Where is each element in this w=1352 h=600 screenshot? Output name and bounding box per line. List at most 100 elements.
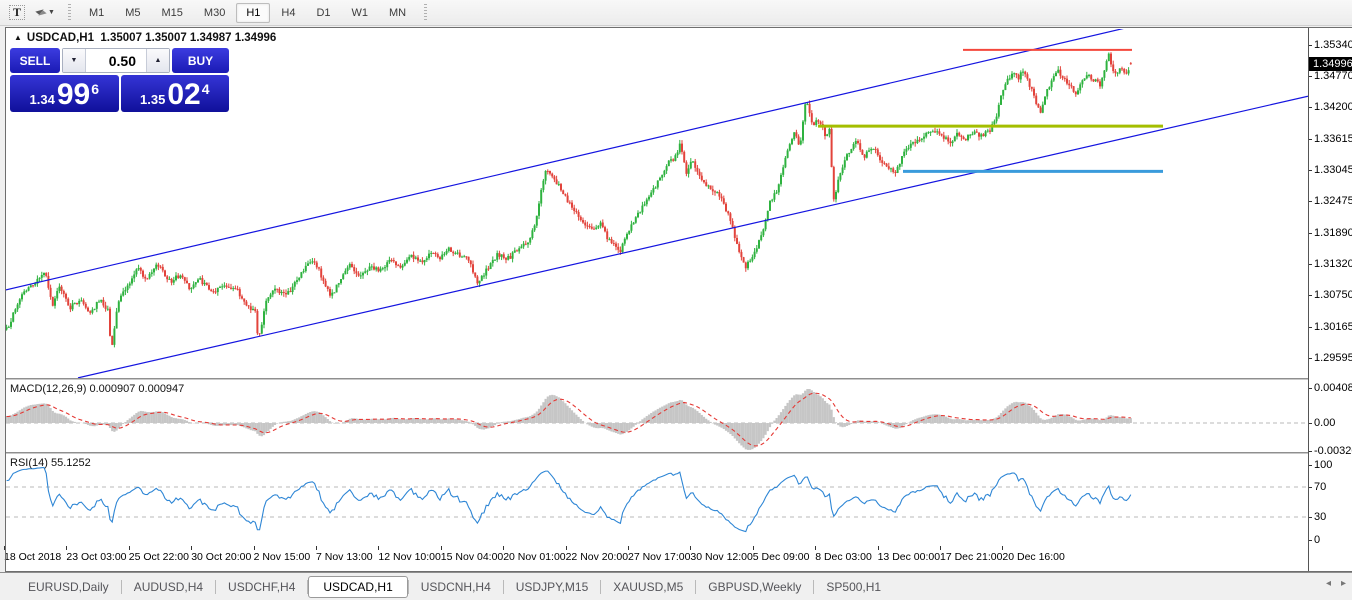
macd-panel-splitter[interactable] xyxy=(6,378,1308,381)
chart-tab-usdcnh-h4[interactable]: USDCNH,H4 xyxy=(420,579,491,594)
time-axis-tick xyxy=(66,546,68,550)
timeframe-button-mn[interactable]: MN xyxy=(389,6,407,19)
buy-price-box[interactable]: 1.35 02 4 xyxy=(120,75,229,112)
time-axis-tick xyxy=(378,546,380,550)
timeframe-button-h4[interactable]: H4 xyxy=(281,6,296,19)
chart-tab-audusd-h4[interactable]: AUDUSD,H4 xyxy=(133,579,204,594)
tab-separator xyxy=(813,579,815,594)
toolbar-grip xyxy=(424,3,428,22)
timeframe-button-m30[interactable]: M30 xyxy=(203,6,226,19)
time-axis-tick xyxy=(253,546,255,550)
time-axis-tick xyxy=(690,546,692,550)
macd-indicator-label: MACD(12,26,9) 0.000907 0.000947 xyxy=(10,383,185,395)
price-axis-tick xyxy=(1308,357,1312,359)
chart-tab-usdjpy-m15[interactable]: USDJPY,M15 xyxy=(515,579,589,594)
time-axis-label: 8 Dec 03:00 xyxy=(815,551,872,563)
timeframe-toolbar: T ▼ M1 M5 M15 M30 H1 H4 D1 W1 MN xyxy=(0,0,1352,26)
tab-separator xyxy=(307,579,309,594)
one-click-trading-panel: SELL ▼ 0.50 ▲ BUY 1.34 99 6 1.35 02 4 xyxy=(10,48,229,112)
rsi-axis-tick xyxy=(1308,487,1312,488)
time-axis-label: 30 Nov 12:00 xyxy=(690,551,753,563)
macd-axis-label: -0.003262 xyxy=(1314,444,1352,457)
tab-scroll-right-icon[interactable]: ▸ xyxy=(1340,578,1346,589)
price-axis-label: 1.34770 xyxy=(1314,70,1352,83)
upper-channel-line[interactable] xyxy=(0,28,1125,291)
sell-button[interactable]: SELL xyxy=(10,48,60,73)
chart-tab-eurusd-daily[interactable]: EURUSD,Daily xyxy=(28,579,109,594)
time-axis-tick xyxy=(503,546,505,550)
time-axis-label: 20 Dec 16:00 xyxy=(1002,551,1065,563)
volume-increase-button[interactable]: ▲ xyxy=(146,49,169,72)
rsi-axis-tick xyxy=(1308,539,1312,541)
chart-tab-gbpusd-weekly[interactable]: GBPUSD,Weekly xyxy=(708,579,802,594)
price-axis-border xyxy=(1308,28,1309,571)
buy-button[interactable]: BUY xyxy=(172,48,229,73)
price-axis-tick xyxy=(1308,76,1312,78)
time-axis-tick xyxy=(191,546,193,550)
time-axis-label: 23 Oct 03:00 xyxy=(66,551,127,563)
rsi-panel-splitter[interactable] xyxy=(6,452,1308,455)
price-axis-tick xyxy=(1308,201,1312,203)
price-axis-label: 1.33615 xyxy=(1314,132,1352,145)
time-axis-tick xyxy=(4,546,5,550)
chart-tab-usdchf-h4[interactable]: USDCHF,H4 xyxy=(228,579,296,594)
main-price-panel[interactable] xyxy=(0,28,1308,378)
chart-title: ▲ USDCAD,H1 1.35007 1.35007 1.34987 1.349… xyxy=(14,32,277,44)
chart-background[interactable] xyxy=(6,28,1352,571)
volume-decrease-button[interactable]: ▼ xyxy=(63,49,86,72)
time-axis-label: 25 Oct 22:00 xyxy=(128,551,189,563)
price-axis-label: 1.30165 xyxy=(1314,320,1352,333)
price-axis-tick xyxy=(1308,326,1312,328)
time-axis-tick xyxy=(877,546,879,550)
price-axis-label: 1.35340 xyxy=(1314,39,1352,51)
lower-channel-line[interactable] xyxy=(77,95,1308,378)
timeframe-button-w1[interactable]: W1 xyxy=(351,6,369,19)
tab-scroll-left-icon[interactable]: ◂ xyxy=(1325,578,1331,589)
timeframe-button-m5[interactable]: M5 xyxy=(125,6,141,19)
chart-tab-xauusd-m5[interactable]: XAUUSD,M5 xyxy=(613,579,684,594)
time-axis-label: 30 Oct 20:00 xyxy=(191,551,252,563)
timeframe-buttons: M1 M5 M15 M30 H1 H4 D1 W1 MN xyxy=(79,2,416,23)
macd-signal-line xyxy=(6,392,1131,447)
tab-scroll-buttons: ◂ ▸ xyxy=(1326,578,1346,589)
timeframe-button-d1[interactable]: D1 xyxy=(316,6,331,19)
time-axis-tick xyxy=(565,546,567,550)
price-axis-tick xyxy=(1308,264,1312,265)
current-price-badge: 1.34996 xyxy=(1309,56,1352,71)
macd-axis-tick xyxy=(1308,388,1312,389)
chart-tab-bar: EURUSD,Daily AUDUSD,H4 USDCHF,H4 USDCAD,H1 U… xyxy=(0,572,1352,600)
macd-axis-label: 0.004083 xyxy=(1314,382,1352,394)
time-axis-tick xyxy=(316,546,317,550)
price-axis-label: 1.33045 xyxy=(1314,164,1352,177)
buy-price-pip: 4 xyxy=(201,81,210,97)
time-axis-label: 13 Dec 00:00 xyxy=(877,551,941,563)
arrows-tool-button[interactable]: ▼ xyxy=(32,3,60,23)
macd-panel[interactable] xyxy=(6,389,1308,450)
volume-input[interactable]: 0.50 xyxy=(108,52,136,69)
price-axis-tick xyxy=(1308,170,1312,172)
tab-separator xyxy=(215,579,217,594)
chart-tab-sp500-h1[interactable]: SP500,H1 xyxy=(826,579,882,594)
tab-separator xyxy=(502,579,504,594)
timeframe-button-m1[interactable]: M1 xyxy=(88,6,105,19)
time-axis-tick xyxy=(440,546,442,550)
chart-frame-bottom xyxy=(5,571,1352,572)
timeframe-button-m15[interactable]: M15 xyxy=(161,6,183,19)
time-axis-tick xyxy=(1002,546,1004,550)
sell-price-pip: 6 xyxy=(91,81,99,97)
text-label-tool-button[interactable]: T xyxy=(4,3,30,23)
rsi-axis-label: 30 xyxy=(1314,511,1327,523)
tab-separator xyxy=(407,579,409,594)
time-axis-label: 17 Dec 21:00 xyxy=(940,551,1003,563)
rsi-panel[interactable] xyxy=(6,466,1308,533)
chart-tab-usdcad-h1[interactable]: USDCAD,H1 xyxy=(308,575,408,598)
timeframe-button-h1[interactable]: H1 xyxy=(236,2,271,23)
time-axis-label: 27 Nov 17:00 xyxy=(628,551,691,563)
price-axis-tick xyxy=(1308,107,1312,109)
rsi-axis-label: 0 xyxy=(1314,533,1321,546)
chart-frame-left xyxy=(5,27,6,572)
time-axis-label: 18 Oct 2018 xyxy=(4,551,62,563)
sell-price-box[interactable]: 1.34 99 6 xyxy=(10,75,119,112)
